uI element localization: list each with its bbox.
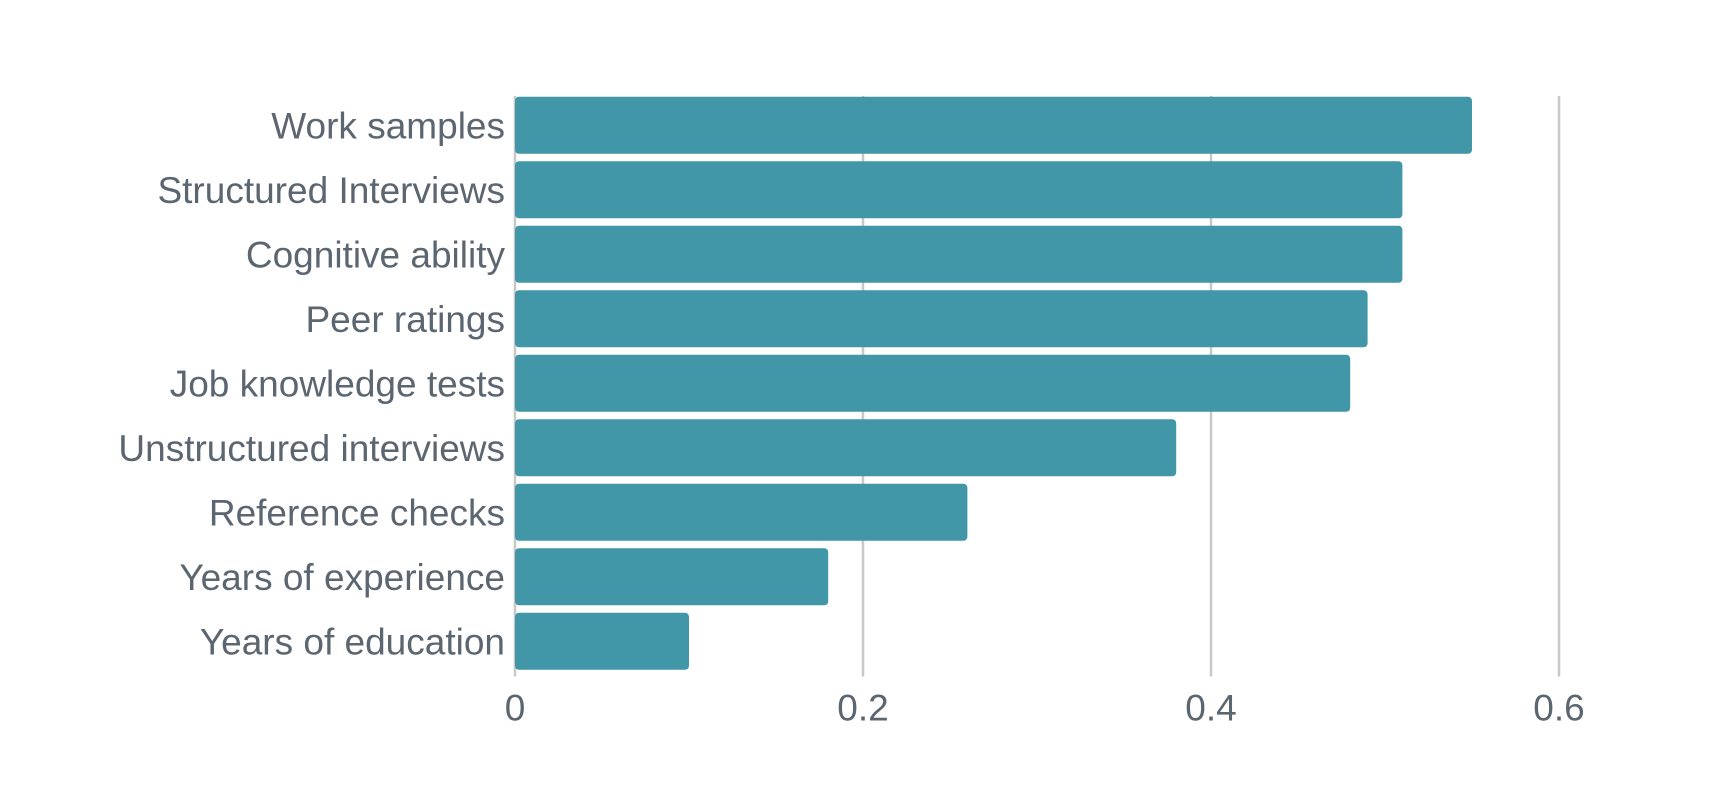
- x-tick-label: 0.2: [837, 688, 888, 729]
- category-label: Cognitive ability: [246, 234, 506, 275]
- bar: [515, 225, 1403, 283]
- category-label: Years of experience: [179, 557, 505, 598]
- bar: [515, 290, 1368, 348]
- bar: [515, 161, 1403, 219]
- x-tick-label: 0.6: [1533, 688, 1584, 729]
- category-label: Structured Interviews: [157, 170, 505, 211]
- category-labels: Work samples Structured Interviews Cogniti…: [118, 105, 505, 662]
- bars-layer: [515, 96, 1472, 670]
- x-axis-tick-labels: 0 0.2 0.4 0.6: [505, 688, 1585, 729]
- category-label: Unstructured interviews: [118, 428, 505, 469]
- bar: [515, 96, 1472, 154]
- category-label: Reference checks: [209, 492, 505, 533]
- bar: [515, 548, 829, 606]
- bar: [515, 419, 1177, 477]
- category-label: Peer ratings: [306, 299, 506, 340]
- bar: [515, 354, 1351, 412]
- bar: [515, 483, 968, 541]
- category-label: Years of education: [200, 621, 505, 662]
- category-label: Job knowledge tests: [170, 363, 505, 404]
- x-tick-label: 0: [505, 688, 526, 729]
- category-label: Work samples: [271, 105, 505, 146]
- x-tick-label: 0.4: [1185, 688, 1236, 729]
- bar: [515, 612, 689, 670]
